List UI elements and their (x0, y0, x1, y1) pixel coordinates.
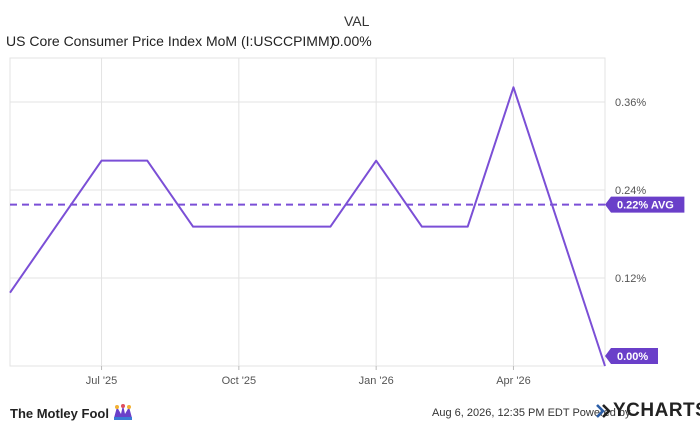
x-tick-label: Jul '25 (86, 375, 117, 387)
line-chart: 0.12% 0.24% 0.36% Jul '25 Oct '25 Jan '26 Apr… (9, 57, 685, 387)
last-value-tag-bg (605, 348, 658, 364)
x-tick-label: Jan '26 (359, 375, 394, 387)
series-line[interactable] (9, 86, 606, 367)
series-name[interactable]: US Core Consumer Price Index MoM (I:USCC… (6, 33, 335, 49)
chart-footer: The Motley Fool Aug 6, 2026, 12:35 PM ED… (0, 392, 700, 428)
x-tick-label: Apr '26 (496, 375, 531, 387)
y-tick-label: 0.12% (615, 273, 646, 285)
jester-cap-icon (113, 404, 132, 420)
chart-header: VAL US Core Consumer Price Index MoM (I:… (0, 0, 700, 56)
average-tag-bg (605, 196, 685, 213)
ycharts-chevron-icon (596, 404, 611, 418)
last-value-label: 0.00% (605, 348, 658, 364)
value-column-header: VAL (344, 13, 370, 29)
y-tick-label: 0.24% (615, 185, 646, 197)
motley-fool-logo[interactable]: The Motley Fool (10, 404, 134, 422)
x-tick-labels: Jul '25 Oct '25 Jan '26 Apr '26 (86, 375, 531, 387)
average-label: 0.22% AVG (605, 196, 685, 213)
plot-area (9, 57, 606, 367)
y-tick-label: 0.36% (615, 97, 646, 109)
x-tick-label: Oct '25 (222, 375, 257, 387)
y-tick-labels: 0.12% 0.24% 0.36% (615, 97, 646, 285)
series-current-value: 0.00% (332, 33, 372, 49)
average-tag-text: 0.22% AVG (617, 200, 674, 212)
last-value-tag-text: 0.00% (617, 351, 648, 363)
brand-name: The Motley Fool (10, 405, 109, 421)
x-grid (101, 58, 514, 370)
ycharts-logo[interactable]: YCHARTS (595, 400, 700, 422)
y-grid (10, 101, 605, 279)
